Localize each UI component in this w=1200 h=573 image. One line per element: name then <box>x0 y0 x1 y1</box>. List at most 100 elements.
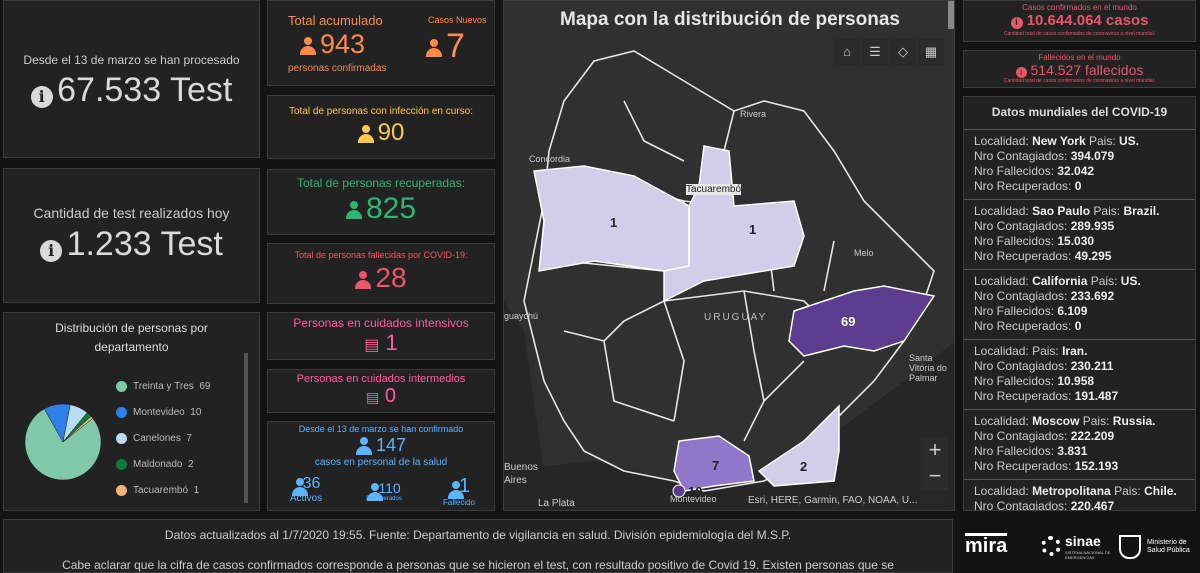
pais-value: Iran. <box>1062 344 1088 358</box>
pie-slice-0[interactable] <box>24 408 102 481</box>
zoom-out-button[interactable]: − <box>922 464 948 490</box>
total-acumulado-value: 943 <box>320 29 366 59</box>
cti-value: 1 <box>385 330 398 355</box>
casos-nuevos-label: Casos Nuevos <box>428 15 487 25</box>
world-data-title: Datos mundiales del COVID-19 <box>964 97 1195 130</box>
localidad-label: Localidad: <box>974 344 1029 358</box>
en-curso-value: 90 <box>377 119 405 146</box>
fallecidos-value: 15.030 <box>1057 234 1095 248</box>
zoom-in-button[interactable]: + <box>922 438 948 464</box>
recuperados-label: Nro Recuperados: <box>974 249 1072 263</box>
localidad-label: Localidad: <box>974 274 1029 288</box>
person-icon <box>355 437 372 456</box>
contagiados-value: 230.211 <box>1070 359 1114 373</box>
map-label-paysandu: guaychú <box>504 311 539 321</box>
world-list-item[interactable]: Localidad: Sao Paulo Pais: Brazil. Nro Co… <box>964 200 1195 270</box>
basemap-icon[interactable]: ▦ <box>918 39 944 65</box>
map-label-santa-vitoria: Santa Vitória do Palmar <box>909 353 947 383</box>
legend-item[interactable]: Maldonado 2 <box>116 459 210 470</box>
contagiados-value: 289.935 <box>1070 219 1115 233</box>
contagiados-label: Nro Contagiados: <box>974 289 1068 303</box>
person-icon <box>447 480 464 499</box>
world-confirmed-value: 10.644.064 casos <box>1026 12 1149 29</box>
map-label-rivera: Rivera <box>740 109 767 119</box>
legend-value: 1 <box>193 485 200 496</box>
total-acumulado-label: Total acumulado <box>288 13 383 28</box>
world-data-list[interactable]: Localidad: New York Pais: US. Nro Contagi… <box>964 130 1195 511</box>
recuperados-value: 152.193 <box>1074 459 1119 473</box>
pais-label: Pais: <box>1032 344 1059 358</box>
person-icon <box>291 477 308 496</box>
map-label-uruguay: URUGUAY <box>704 312 768 323</box>
activos-value: 36 <box>302 475 321 492</box>
world-confirmed-sub: Cantidad total de casos confirmados de c… <box>1003 31 1156 37</box>
tests-today-panel: Cantidad de test realizados hoy i 1.233 … <box>3 168 260 303</box>
world-list-item[interactable]: Localidad: Pais: Iran. Nro Contagiados: 2… <box>964 340 1195 410</box>
footer-panel: Datos actualizados al 1/7/2020 19:55. Fu… <box>3 519 953 573</box>
legend-name: Tacuarembó <box>133 485 189 496</box>
fallecidas-value: 28 <box>375 262 407 293</box>
contagiados-value: 233.692 <box>1070 289 1115 303</box>
pie-slice-4[interactable] <box>62 415 94 443</box>
salud-value: 147 <box>375 435 407 455</box>
recuperados-value: 49.295 <box>1074 249 1112 263</box>
distribution-legend: Treinta y Tres 69 Montevideo 10 Canelones … <box>116 381 210 511</box>
legend-name: Canelones <box>133 433 181 444</box>
person-icon <box>345 201 362 220</box>
legend-value: 69 <box>199 381 211 392</box>
map-count-maldonado: 2 <box>800 459 808 474</box>
mira-logo: mira <box>965 533 1008 557</box>
localidad-value: New York <box>1032 134 1086 148</box>
legend-item[interactable]: Montevideo 10 <box>116 407 210 418</box>
map-scrollbar[interactable] <box>948 1 954 29</box>
world-list-item[interactable]: Localidad: Metropolitana Pais: Chile. Nro… <box>964 480 1195 511</box>
list-icon[interactable]: ☰ <box>862 39 888 65</box>
localidad-label: Localidad: <box>974 204 1029 218</box>
legend-scrollbar[interactable] <box>244 353 248 503</box>
fallecidos-value: 10.958 <box>1057 374 1095 388</box>
pais-label: Pais: <box>1114 484 1141 498</box>
map-attribution: Esri, HERE, Garmin, FAO, NOAA, U... <box>744 494 946 507</box>
fallecido-value: 1 <box>458 475 471 497</box>
contagiados-label: Nro Contagiados: <box>974 499 1068 511</box>
distribution-title: Distribución de personas por departament… <box>55 321 208 354</box>
contagiados-value: 220.467 <box>1070 499 1115 511</box>
footer-line2: Cabe aclarar que la cifra de casos confi… <box>62 558 894 572</box>
info-icon: i <box>40 239 63 262</box>
legend-value: 7 <box>186 433 192 444</box>
fallecidos-label: Nro Fallecidos: <box>974 374 1055 388</box>
map-count-tacuarembo: 1 <box>749 222 757 237</box>
legend-dot <box>116 407 127 418</box>
msp-logo-icon <box>1119 535 1141 559</box>
person-icon <box>426 39 442 58</box>
legend-item[interactable]: Treinta y Tres 69 <box>116 381 210 392</box>
recuperadas-panel: Total de personas recuperadas: 825 <box>267 169 495 235</box>
map-panel[interactable]: Mapa con la distribución de personas ⌂ ☰… <box>503 0 955 511</box>
footer-line1: Datos actualizados al 1/7/2020 19:55. Fu… <box>164 528 792 542</box>
fallecidos-label: Nro Fallecidos: <box>974 234 1055 248</box>
map-label-tacuarembo: Tacuarembó <box>686 184 742 195</box>
logos-panel: mira sinae SISTEMA NACIONAL DE EMERGENCI… <box>963 519 1196 573</box>
world-data-panel[interactable]: Datos mundiales del COVID-19 Localidad: … <box>963 96 1196 511</box>
pais-value: Brazil. <box>1123 204 1160 218</box>
legend-item[interactable]: Tacuarembó 1 <box>116 485 210 496</box>
en-curso-label: Total de personas con infección en curso… <box>289 106 473 117</box>
salud-label: Desde el 13 de marzo se han confirmado <box>298 424 464 434</box>
localidad-value: Moscow <box>1032 414 1080 428</box>
contagiados-label: Nro Contagiados: <box>974 219 1068 233</box>
recuperados-label: Nro Recuperados: <box>974 459 1072 473</box>
fallecidos-value: 3.831 <box>1057 444 1088 458</box>
world-list-item[interactable]: Localidad: Moscow Pais: Russia. Nro Conta… <box>964 410 1195 480</box>
world-list-item[interactable]: Localidad: New York Pais: US. Nro Contagi… <box>964 130 1195 200</box>
world-deaths-panel: Fallecidos en el mundo i 514.527 falleci… <box>963 50 1196 88</box>
world-list-item[interactable]: Localidad: California Pais: US. Nro Conta… <box>964 270 1195 340</box>
legend-item[interactable]: Canelones 7 <box>116 433 210 444</box>
cti-label: Personas en cuidados intensivos <box>293 316 469 330</box>
layers-icon[interactable]: ◇ <box>890 39 916 65</box>
recuperados-value: 0 <box>1074 179 1082 193</box>
fallecidos-label: Nro Fallecidos: <box>974 164 1055 178</box>
localidad-value: California <box>1032 274 1088 288</box>
world-confirmed-panel: Casos confirmados en el mundo i 10.644.0… <box>963 0 1196 42</box>
map-canvas[interactable] <box>504 1 955 511</box>
home-icon[interactable]: ⌂ <box>834 39 860 65</box>
